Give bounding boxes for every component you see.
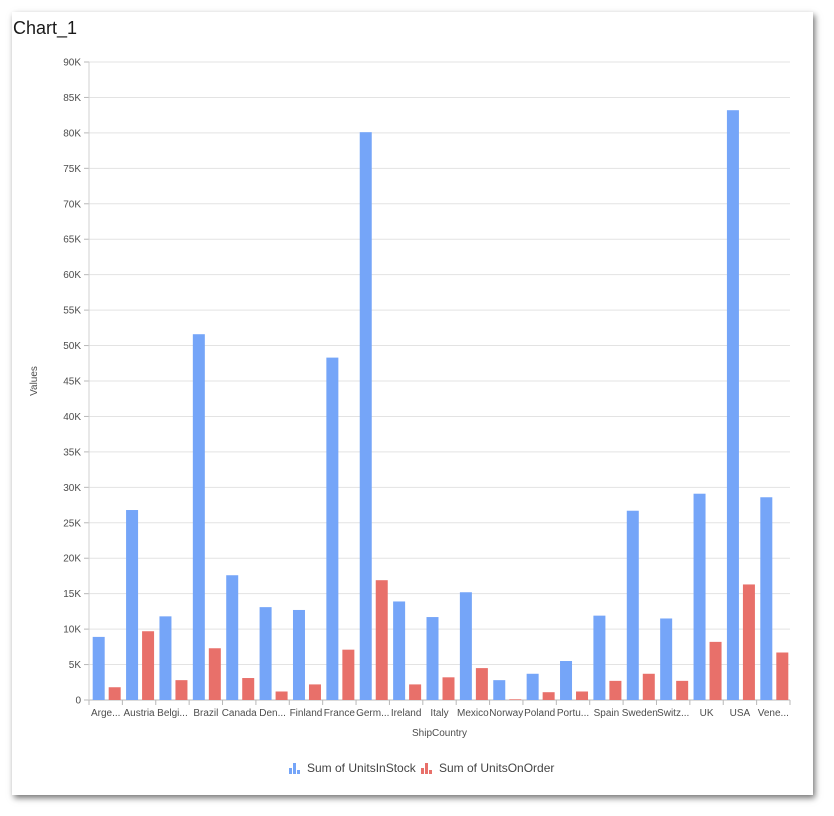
- legend-bar-icon: [297, 770, 300, 774]
- bar-units-in-stock: [326, 357, 339, 700]
- bar-chart: 0 5K 10K 15K 20K 25K 30K 35K 40K 45K 50K 55K 60K 65K 7…: [29, 58, 791, 775]
- bar-units-in-stock: [426, 617, 439, 700]
- bar-units-on-order: [375, 580, 388, 700]
- bar-units-in-stock: [760, 497, 773, 700]
- x-axis-title: ShipCountry: [412, 728, 467, 739]
- y-tick-label: 80K: [63, 128, 81, 139]
- bar-units-on-order: [642, 673, 655, 700]
- bar-units-on-order: [576, 691, 589, 700]
- x-tick-label: Portu...: [557, 708, 589, 719]
- bar-units-on-order: [776, 652, 789, 700]
- bar-units-in-stock: [226, 575, 239, 700]
- bar-units-in-stock: [693, 493, 706, 700]
- bar-units-in-stock: [259, 607, 272, 700]
- bar-units-on-order: [709, 641, 722, 700]
- x-tick-label: Belgi...: [157, 708, 188, 719]
- x-tick-label: Sweden: [622, 708, 658, 719]
- x-tick-label: France: [324, 708, 356, 719]
- bar-units-on-order: [175, 680, 188, 700]
- y-tick-label: 40K: [63, 412, 81, 423]
- bar-units-on-order: [275, 691, 288, 700]
- y-tick-label: 75K: [63, 164, 81, 175]
- x-tick-label: UK: [700, 708, 714, 719]
- legend-label: Sum of UnitsOnOrder: [439, 761, 554, 775]
- x-tick-label: Austria: [124, 708, 156, 719]
- x-tick-label: Vene...: [758, 708, 789, 719]
- chart-title: Chart_1: [13, 18, 78, 38]
- bar-units-on-order: [676, 680, 689, 700]
- legend-bar-icon: [429, 770, 432, 774]
- legend-bar-icon: [425, 763, 428, 774]
- bar-units-on-order: [475, 668, 488, 700]
- bar-units-on-order: [142, 631, 155, 700]
- y-tick-label: 55K: [63, 306, 81, 317]
- x-tick-label: Norway: [489, 708, 523, 719]
- y-tick-label: 45K: [63, 377, 81, 388]
- bar-units-on-order: [409, 684, 422, 700]
- y-tick-label: 60K: [63, 270, 81, 281]
- bar-units-in-stock: [593, 615, 606, 700]
- x-tick-label: Spain: [594, 708, 620, 719]
- bar-units-in-stock: [92, 636, 105, 700]
- bar-units-in-stock: [359, 132, 372, 700]
- bar-units-in-stock: [493, 680, 506, 700]
- bar-units-in-stock: [660, 618, 673, 700]
- y-tick-label: 10K: [63, 625, 81, 636]
- y-tick-label: 50K: [63, 341, 81, 352]
- y-tick-label: 35K: [63, 447, 81, 458]
- x-tick-label: Den...: [259, 708, 286, 719]
- x-tick-label: Italy: [430, 708, 448, 719]
- bar-units-on-order: [742, 584, 755, 700]
- bar-units-on-order: [108, 687, 121, 700]
- bar-units-on-order: [542, 692, 555, 700]
- y-tick-label: 65K: [63, 235, 81, 246]
- legend-bar-icon: [289, 768, 292, 774]
- x-tick-label: Canada: [222, 708, 257, 719]
- y-tick-label: 15K: [63, 589, 81, 600]
- x-tick-label: Ireland: [391, 708, 422, 719]
- bar-units-in-stock: [192, 334, 205, 700]
- x-tick-label: Finland: [290, 708, 323, 719]
- legend-item-units-in-stock[interactable]: Sum of UnitsInStock: [289, 761, 417, 775]
- legend-bar-icon: [421, 768, 424, 774]
- x-tick-label: Poland: [524, 708, 555, 719]
- bar-units-in-stock: [526, 673, 539, 700]
- legend-bar-icon: [293, 763, 296, 774]
- bar-units-in-stock: [560, 661, 573, 700]
- legend-label: Sum of UnitsInStock: [307, 761, 417, 775]
- legend-item-units-on-order[interactable]: Sum of UnitsOnOrder: [421, 761, 554, 775]
- chart-card: Chart_1 0 5K 10K 15K 20K 25K 30K 35K 40K 45K 50K 55…: [12, 12, 813, 795]
- bar-units-in-stock: [626, 510, 639, 700]
- x-tick-label: USA: [730, 708, 751, 719]
- y-tick-label: 85K: [63, 93, 81, 104]
- y-tick-label: 20K: [63, 554, 81, 565]
- bar-units-on-order: [609, 680, 622, 700]
- bar-units-on-order: [242, 678, 255, 700]
- bar-units-in-stock: [726, 110, 739, 700]
- y-tick-label: 5K: [69, 660, 82, 671]
- bar-units-on-order: [509, 699, 522, 700]
- bar-units-in-stock: [126, 510, 139, 700]
- x-tick-label: Brazil: [193, 708, 218, 719]
- x-tick-label: Switz...: [657, 708, 689, 719]
- y-tick-label: 70K: [63, 199, 81, 210]
- x-tick-label: Mexico: [457, 708, 489, 719]
- bar-units-on-order: [442, 677, 455, 700]
- y-tick-label: 25K: [63, 518, 81, 529]
- y-tick-label: 30K: [63, 483, 81, 494]
- bar-units-in-stock: [393, 601, 406, 700]
- y-tick-label: 0: [75, 696, 81, 707]
- bar-units-in-stock: [292, 609, 305, 700]
- x-tick-label: Germ...: [356, 708, 389, 719]
- bar-units-on-order: [208, 648, 221, 700]
- y-tick-label: 90K: [63, 58, 81, 69]
- bar-units-on-order: [342, 649, 355, 700]
- y-axis-title: Values: [29, 366, 40, 396]
- x-tick-label: Arge...: [91, 708, 120, 719]
- bar-units-on-order: [308, 684, 321, 700]
- bar-units-in-stock: [159, 616, 172, 700]
- bar-units-in-stock: [459, 592, 472, 700]
